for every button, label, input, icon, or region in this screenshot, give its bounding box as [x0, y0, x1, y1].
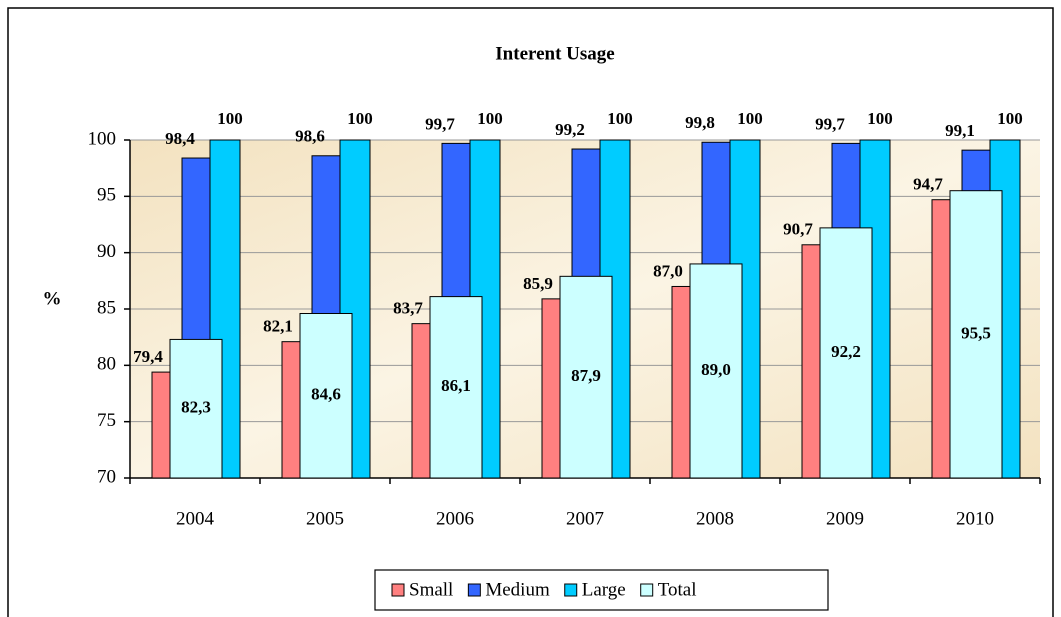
x-tick-label: 2006 — [436, 508, 474, 529]
x-tick-label: 2004 — [176, 508, 215, 529]
bar — [281, 341, 301, 479]
data-label: 89,0 — [701, 360, 731, 379]
bar — [299, 313, 353, 479]
x-tick-label: 2010 — [956, 508, 994, 529]
y-tick-label: 100 — [88, 128, 117, 149]
data-label: 99,7 — [815, 114, 845, 133]
data-label: 100 — [347, 109, 373, 128]
bar — [429, 296, 483, 479]
data-label: 82,1 — [263, 317, 293, 336]
bar — [411, 323, 431, 479]
y-tick-label: 70 — [97, 466, 116, 487]
data-label: 100 — [607, 109, 633, 128]
legend-swatch — [391, 583, 405, 597]
data-label: 85,9 — [523, 274, 553, 293]
data-label: 99,1 — [945, 121, 975, 140]
data-label: 99,2 — [555, 120, 585, 139]
x-tick-label: 2007 — [566, 508, 604, 529]
data-label: 95,5 — [961, 323, 991, 342]
bar — [559, 275, 613, 479]
bar — [671, 285, 691, 479]
x-tick-label: 2008 — [696, 508, 734, 529]
y-tick-label: 95 — [97, 185, 116, 206]
y-tick-label: 90 — [97, 241, 116, 262]
y-tick-label: 75 — [97, 410, 116, 431]
bar — [819, 227, 873, 479]
data-label: 83,7 — [393, 299, 423, 318]
legend — [374, 569, 829, 611]
data-label: 90,7 — [783, 220, 813, 239]
legend-label: Large — [582, 579, 626, 600]
data-label: 99,7 — [425, 114, 455, 133]
data-label: 100 — [997, 109, 1023, 128]
legend-swatch — [564, 583, 578, 597]
bar — [151, 371, 171, 479]
data-label: 92,2 — [831, 342, 861, 361]
data-label: 82,3 — [181, 398, 211, 417]
data-label: 94,7 — [913, 175, 943, 194]
data-label: 98,4 — [165, 129, 195, 148]
bar — [541, 298, 561, 479]
data-label: 100 — [867, 109, 893, 128]
y-tick-label: 80 — [97, 354, 116, 375]
data-label: 100 — [477, 109, 503, 128]
legend-label: Total — [658, 579, 697, 600]
x-tick-label: 2009 — [826, 508, 864, 529]
data-label: 87,0 — [653, 261, 683, 280]
legend-label: Medium — [485, 579, 550, 600]
data-label: 84,6 — [311, 385, 341, 404]
legend-swatch — [640, 583, 654, 597]
frame — [7, 7, 1054, 617]
bar — [949, 190, 1003, 479]
bar — [689, 263, 743, 479]
data-label: 86,1 — [441, 376, 471, 395]
chart-title: Interent Usage — [495, 43, 614, 64]
data-label: 100 — [217, 109, 243, 128]
x-tick-label: 2005 — [306, 508, 344, 529]
data-label: 87,9 — [571, 366, 601, 385]
data-label: 99,8 — [685, 113, 715, 132]
data-label: 79,4 — [133, 347, 163, 366]
y-tick-label: 85 — [97, 297, 116, 318]
bar — [801, 244, 821, 479]
bar — [931, 199, 951, 479]
legend-swatch — [467, 583, 481, 597]
y-axis-label: % — [43, 288, 62, 309]
data-label: 100 — [737, 109, 763, 128]
bar — [169, 338, 223, 479]
legend-label: Small — [409, 579, 453, 600]
data-label: 98,6 — [295, 127, 325, 146]
